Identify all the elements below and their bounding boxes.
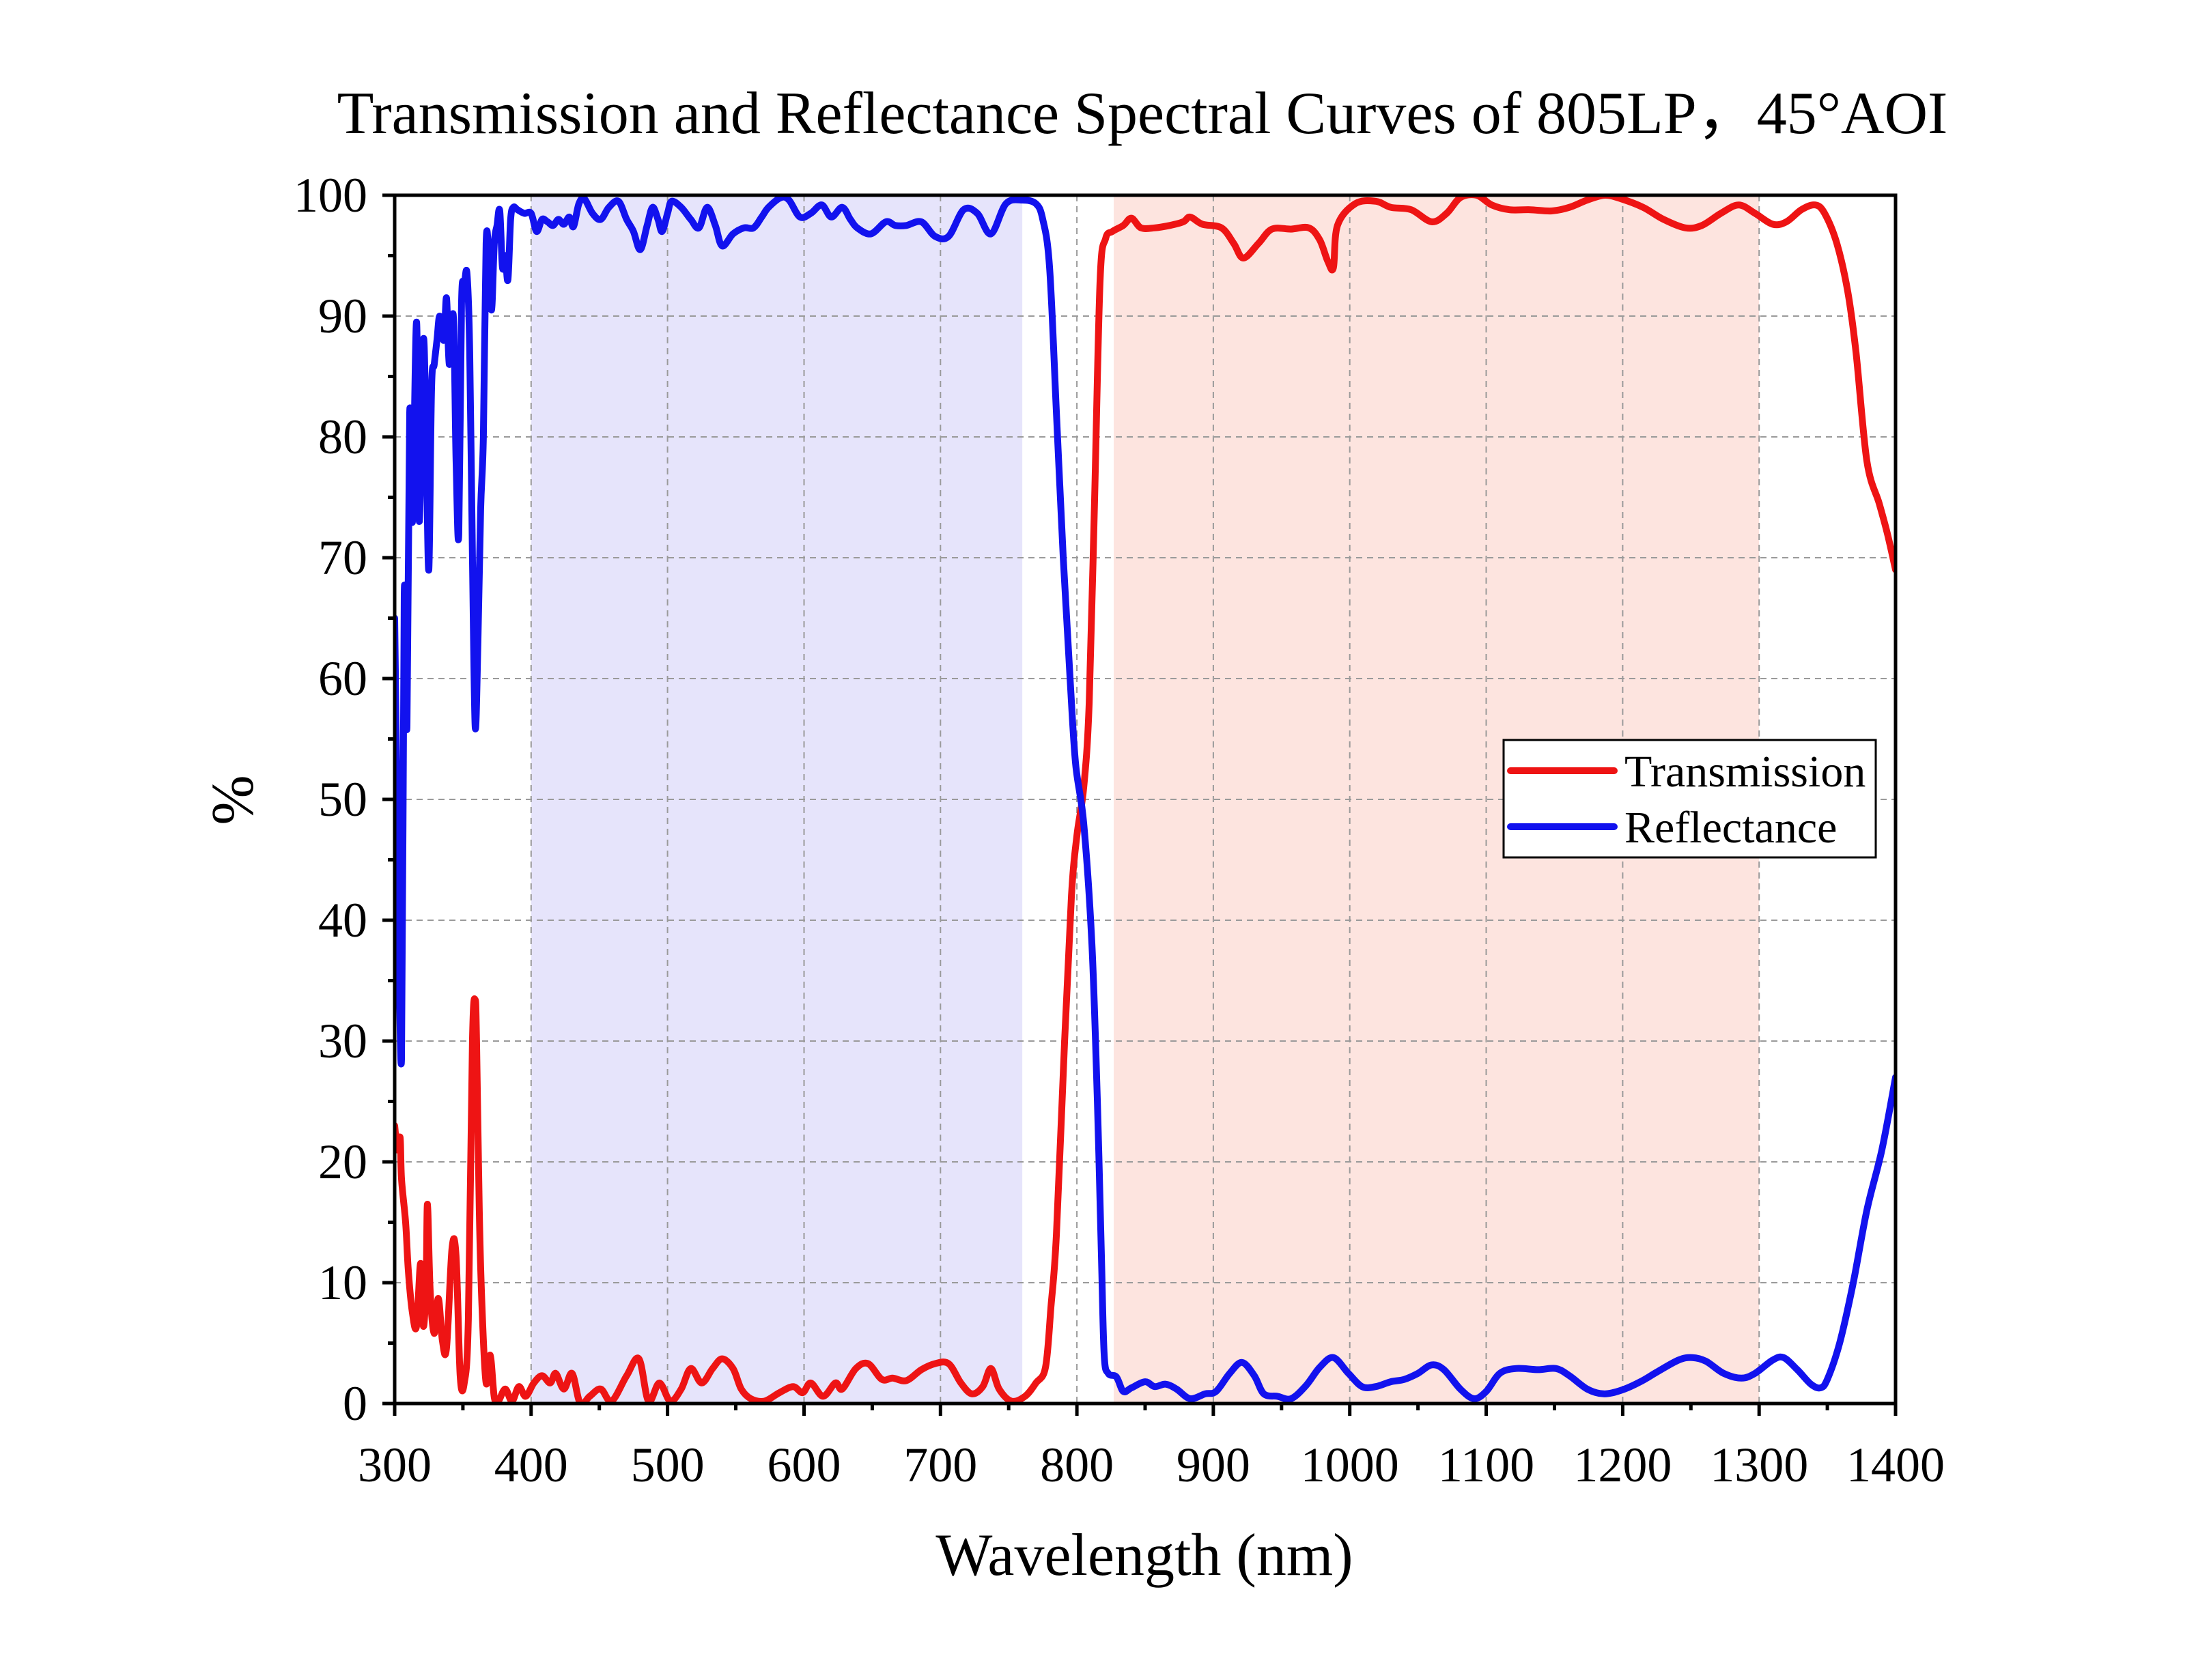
- x-tick-label: 1200: [1573, 1438, 1672, 1492]
- x-tick-label: 900: [1177, 1438, 1250, 1492]
- y-tick-label: 80: [318, 410, 367, 464]
- y-tick-label: 50: [318, 772, 367, 827]
- y-tick-label: 60: [318, 651, 367, 706]
- y-axis-label: %: [200, 775, 266, 825]
- legend-box: [1502, 739, 1877, 859]
- x-tick-label: 700: [903, 1438, 977, 1492]
- chart-title: Transmission and Reflectance Spectral Cu…: [337, 81, 1948, 147]
- legend: Transmission Reflectance: [1502, 739, 1877, 859]
- series-lines: [395, 195, 1896, 1404]
- x-tick-label: 800: [1040, 1438, 1114, 1492]
- x-tick-label: 1300: [1710, 1438, 1808, 1492]
- legend-label-reflectance: Reflectance: [1624, 803, 1837, 853]
- y-tick-label: 30: [318, 1014, 367, 1068]
- x-tick-label: 600: [768, 1438, 841, 1492]
- x-tick-label: 500: [631, 1438, 705, 1492]
- y-tick-label: 20: [318, 1135, 367, 1189]
- series-line-transmission: [395, 195, 1896, 1404]
- y-tick-label: 70: [318, 530, 367, 585]
- x-axis-label: Wavelength (nm): [935, 1522, 1353, 1589]
- y-tick-label: 10: [318, 1255, 367, 1310]
- x-tick-label: 1100: [1438, 1438, 1534, 1492]
- axis-tick-labels: 300 400 500 600 700 800 900 1000 1100 1200 1300 140…: [294, 168, 1945, 1492]
- y-tick-label: 90: [318, 289, 367, 343]
- legend-label-transmission: Transmission: [1624, 747, 1866, 797]
- x-tick-label: 1400: [1846, 1438, 1945, 1492]
- series-line-reflectance: [395, 195, 1896, 1403]
- axis-ticks: [382, 193, 1898, 1416]
- y-tick-label: 100: [294, 168, 367, 223]
- x-tick-label: 400: [494, 1438, 568, 1492]
- y-tick-label: 0: [343, 1376, 367, 1431]
- x-tick-label: 1000: [1301, 1438, 1399, 1492]
- y-tick-label: 40: [318, 893, 367, 948]
- x-tick-label: 300: [358, 1438, 432, 1492]
